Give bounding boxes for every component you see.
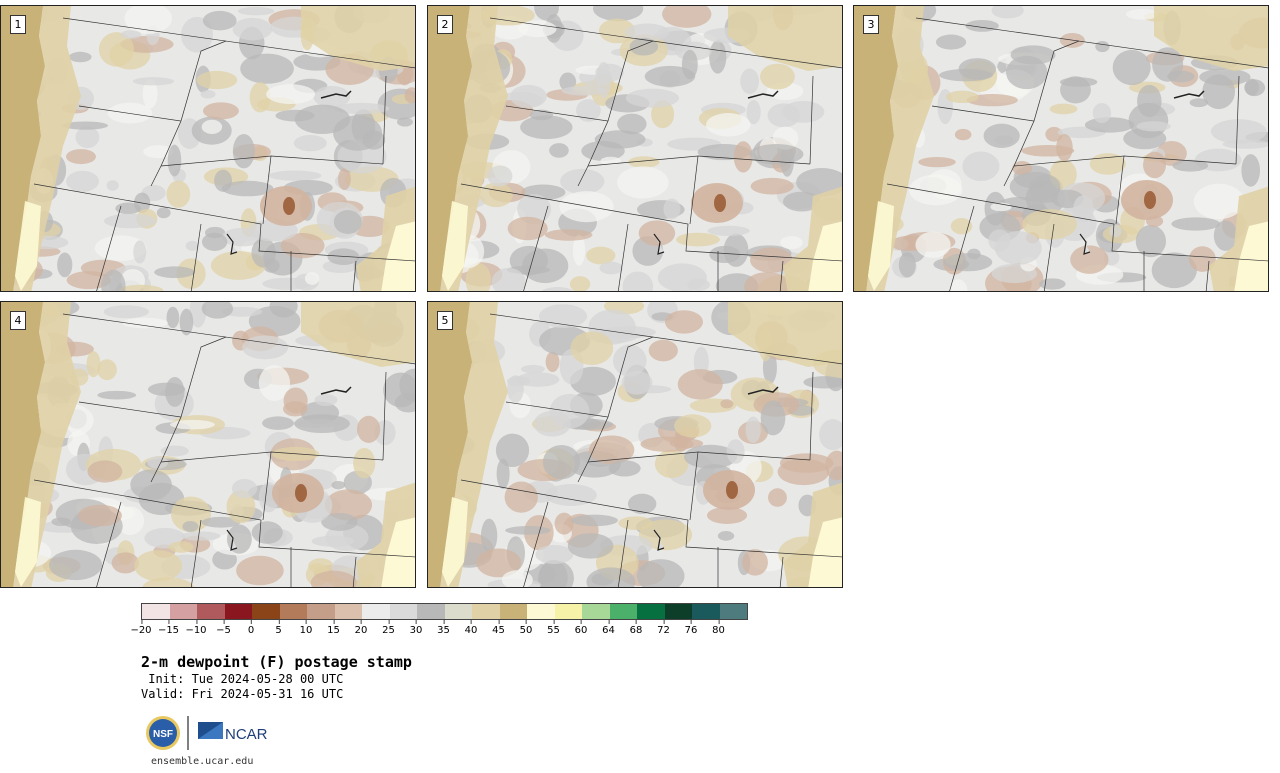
- dewpoint-map: [428, 302, 842, 587]
- init-time: Init: Tue 2024-05-28 00 UTC: [141, 672, 344, 686]
- chart-title: 2-m dewpoint (F) postage stamp: [141, 653, 412, 671]
- colorbar-tick-label: 5: [275, 620, 282, 636]
- colorbar-tick-label: 68: [629, 620, 643, 636]
- colorbar-cell: [142, 604, 170, 619]
- colorbar-cell: [307, 604, 335, 619]
- colorbar-tick-label: −5: [216, 620, 231, 636]
- colorbar-tick-label: −15: [157, 620, 180, 636]
- colorbar-ticks: −20 −15 −10 −5 0 5 10 15 20 25 30 35 40 45 50 55 60 64 68 7…: [130, 620, 761, 637]
- colorbar-cell: [389, 604, 417, 619]
- nsf-logo: NSF: [146, 716, 180, 750]
- colorbar-tick-label: −10: [185, 620, 207, 636]
- panel-2: 2: [427, 5, 843, 292]
- colorbar-cell: [692, 604, 720, 619]
- colorbar-cell: [719, 604, 747, 619]
- panel-number: 2: [437, 15, 453, 34]
- colorbar-tick-label: 72: [657, 620, 670, 636]
- panel-number: 5: [437, 311, 453, 330]
- colorbar-cell: [582, 604, 610, 619]
- colorbar-tick-label: 15: [327, 620, 340, 636]
- colorbar-tick-label: 55: [547, 620, 560, 636]
- dewpoint-map: [1, 6, 415, 291]
- colorbar-cell: [554, 604, 582, 619]
- colorbar-tick-label: 20: [354, 620, 368, 636]
- colorbar-tick-label: 60: [574, 620, 588, 636]
- dewpoint-map: [854, 6, 1268, 291]
- ncar-logo-text: NCAR: [225, 726, 268, 743]
- panel-number: 4: [10, 311, 26, 330]
- colorbar-cell: [444, 604, 472, 619]
- site-url: ensemble.ucar.edu: [151, 756, 254, 767]
- panel-5: 5: [427, 301, 843, 588]
- colorbar-cell: [197, 604, 225, 619]
- valid-time: Valid: Fri 2024-05-31 16 UTC: [141, 687, 344, 701]
- colorbar-cell: [362, 604, 390, 619]
- colorbar-tick-label: 50: [519, 620, 533, 636]
- panel-number: 1: [10, 15, 26, 34]
- colorbar: [141, 603, 748, 620]
- colorbar-tick-label: −20: [130, 620, 152, 636]
- colorbar-cell: [417, 604, 445, 619]
- colorbar-cell: [499, 604, 527, 619]
- colorbar-tick-label: 45: [492, 620, 505, 636]
- colorbar-cell: [637, 604, 665, 619]
- colorbar-cell: [527, 604, 555, 619]
- panel-number: 3: [863, 15, 879, 34]
- colorbar-cell: [609, 604, 637, 619]
- colorbar-tick-label: 25: [382, 620, 395, 636]
- colorbar-tick-label: 40: [464, 620, 478, 636]
- colorbar-tick-label: 0: [247, 620, 255, 636]
- panel-4: 4: [0, 301, 416, 588]
- logos: NSF NCAR: [146, 716, 268, 750]
- colorbar-cell: [334, 604, 362, 619]
- dewpoint-map: [1, 302, 415, 587]
- colorbar-tick-label: 80: [712, 620, 725, 636]
- colorbar-tick-label: 10: [299, 620, 313, 636]
- colorbar-cell: [664, 604, 692, 619]
- colorbar-cell: [472, 604, 500, 619]
- colorbar-tick-label: 64: [602, 620, 615, 636]
- colorbar-tick-label: 35: [437, 620, 450, 636]
- colorbar-cell: [224, 604, 252, 619]
- panel-1: 1: [0, 5, 416, 292]
- nsf-logo-text: NSF: [153, 729, 173, 740]
- colorbar-cell: [279, 604, 307, 619]
- ncar-logo: NCAR: [198, 722, 268, 743]
- colorbar-tick-label: 76: [684, 620, 698, 636]
- colorbar-cell: [169, 604, 197, 619]
- panel-3: 3: [853, 5, 1269, 292]
- colorbar-tick-label: 30: [409, 620, 423, 636]
- dewpoint-map: [428, 6, 842, 291]
- colorbar-cell: [252, 604, 280, 619]
